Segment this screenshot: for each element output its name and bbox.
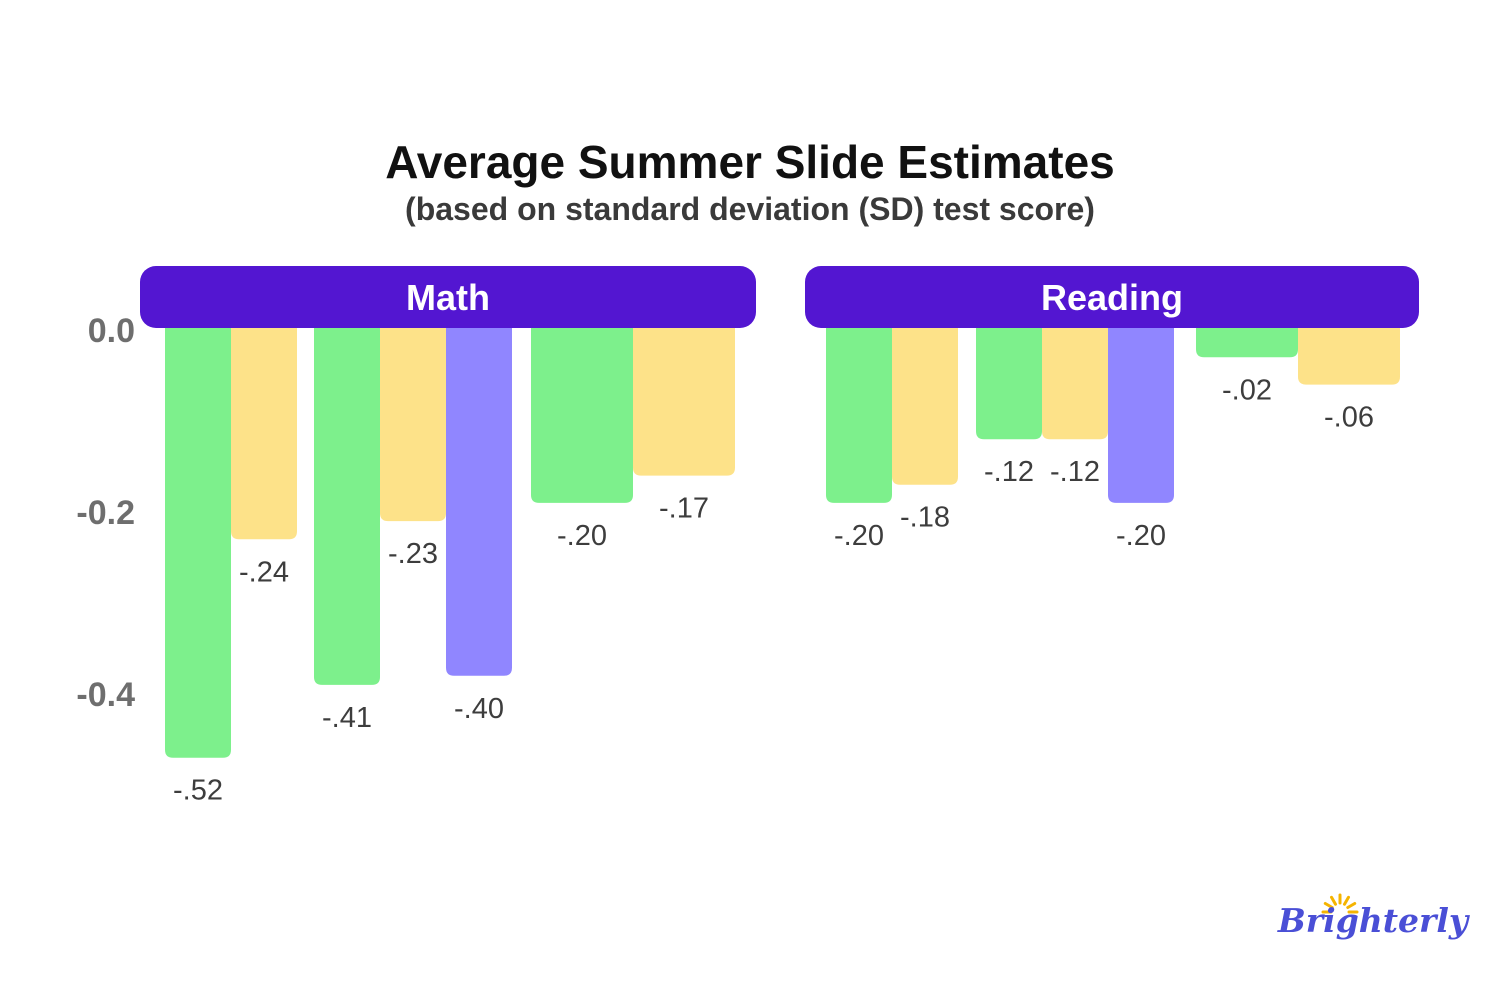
chart-title: Average Summer Slide Estimates xyxy=(385,136,1115,188)
bar-value-label: -.02 xyxy=(1222,374,1272,406)
bar-value-label: -.17 xyxy=(659,493,709,525)
panel-header xyxy=(805,266,1419,328)
bar-yellow xyxy=(1298,310,1400,385)
panel-reading: -.20 -.18 -.12 -.12 -.20 -.02 -.06 Reading xyxy=(805,266,1419,552)
bar-yellow xyxy=(633,310,735,476)
bar-purple xyxy=(1108,310,1174,503)
bar-green xyxy=(826,310,892,503)
bar-value-label: -.18 xyxy=(900,502,950,534)
bar-green xyxy=(976,310,1042,440)
bar-value-label: -.41 xyxy=(322,702,372,734)
panel-header-label: Math xyxy=(406,277,490,318)
bar-yellow xyxy=(380,310,446,522)
bar-green xyxy=(165,310,231,758)
bar-value-label: -.12 xyxy=(984,456,1034,488)
chart-panels: -.52 -.24 -.41 -.23 -.40 -.20 -.17 Math -.20 -.18… xyxy=(140,266,1419,807)
bar-yellow xyxy=(1042,310,1108,440)
bar-value-label: -.06 xyxy=(1324,402,1374,434)
chart-subtitle: (based on standard deviation (SD) test s… xyxy=(405,191,1095,227)
panel-header-label: Reading xyxy=(1041,277,1183,318)
y-tick-label: 0.0 xyxy=(88,312,135,350)
bar-value-label: -.24 xyxy=(239,556,289,588)
bar-value-label: -.20 xyxy=(1116,520,1166,552)
bar-purple xyxy=(446,310,512,676)
bar-yellow xyxy=(892,310,958,485)
bar-value-label: -.12 xyxy=(1050,456,1100,488)
bar-value-label: -.52 xyxy=(173,775,223,807)
bar-green xyxy=(531,310,633,503)
panel-math: -.52 -.24 -.41 -.23 -.40 -.20 -.17 Math xyxy=(140,266,756,807)
bar-value-label: -.20 xyxy=(557,520,607,552)
sun-icon xyxy=(1321,893,1359,914)
bar-value-label: -.23 xyxy=(388,538,438,570)
y-tick-label: -0.4 xyxy=(76,676,135,714)
y-tick-label: -0.2 xyxy=(76,494,135,532)
brand-name: Brighterly xyxy=(1277,901,1471,940)
bar-value-label: -.20 xyxy=(834,520,884,552)
bar-value-label: -.40 xyxy=(454,693,504,725)
brighterly-logo: Brighterly xyxy=(1277,893,1471,940)
panel-header xyxy=(140,266,756,328)
bar-green xyxy=(314,310,380,685)
bar-yellow xyxy=(231,310,297,540)
y-axis: 0.0 -0.2 -0.4 xyxy=(76,312,135,714)
